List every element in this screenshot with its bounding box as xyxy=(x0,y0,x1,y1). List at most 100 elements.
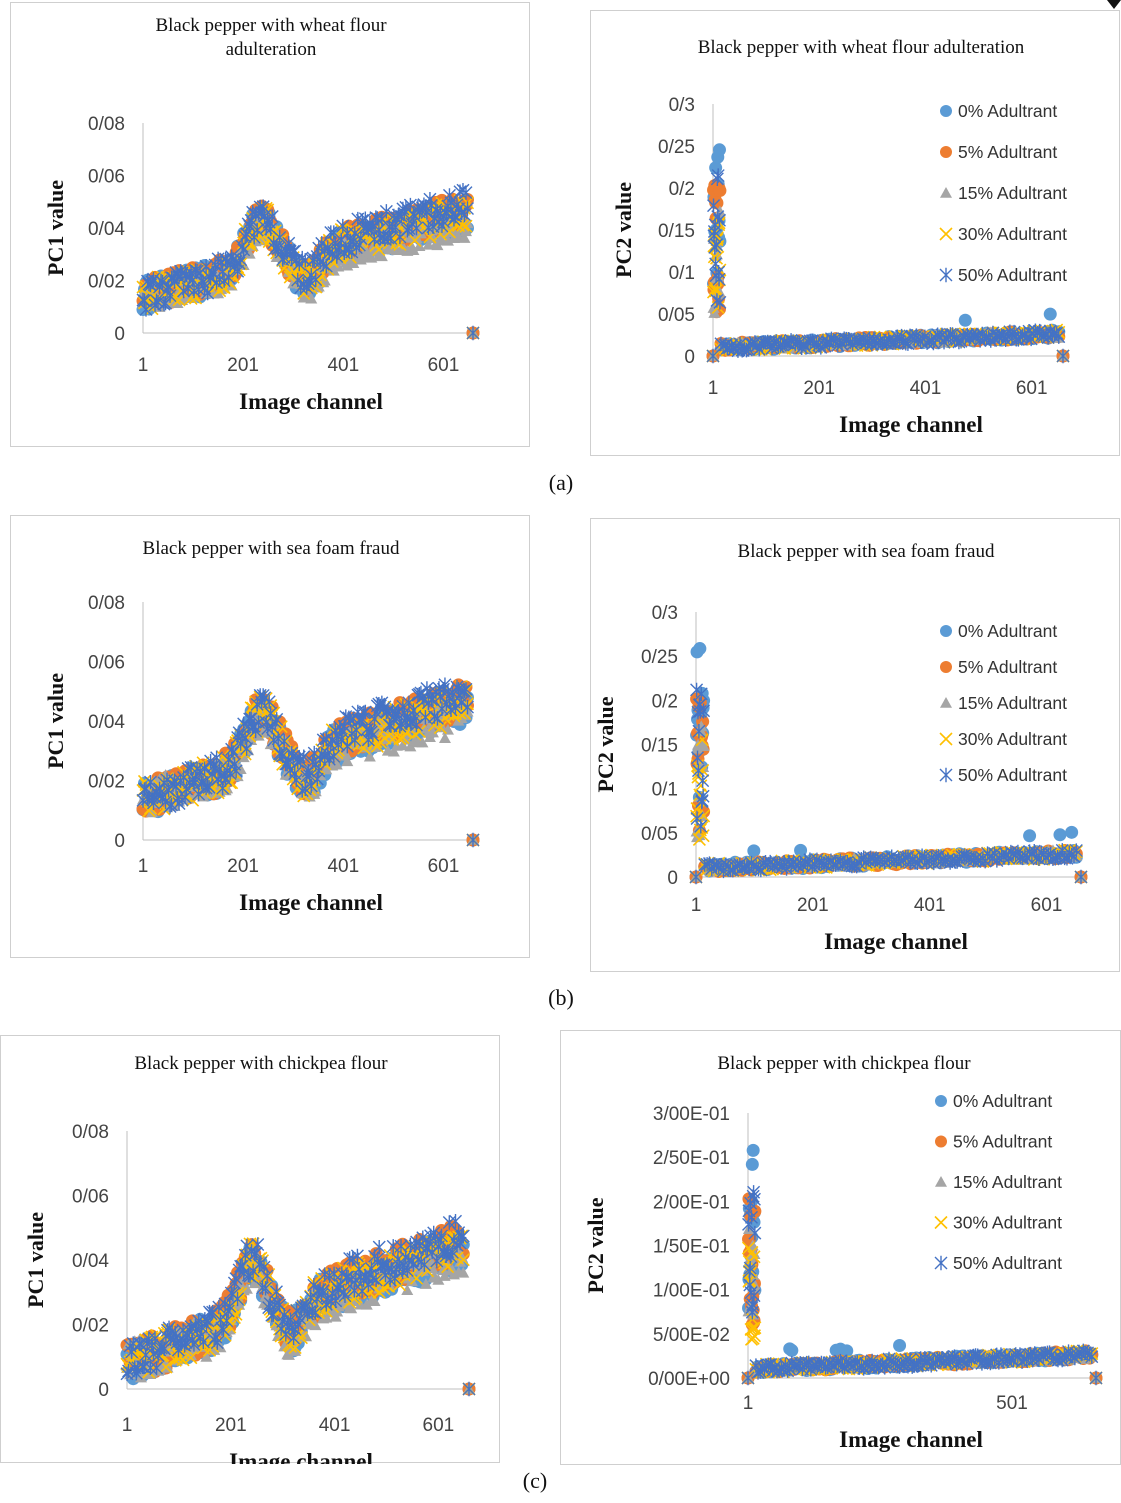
legend-entry: 15% Adultrant xyxy=(958,693,1067,713)
y-tick-label: 0/05 xyxy=(658,305,695,326)
data-point xyxy=(332,260,345,272)
chart-panel-a-pc1: Black pepper with wheat flour adulteratio… xyxy=(10,2,530,447)
data-point xyxy=(243,247,256,259)
x-axis-title: Image channel xyxy=(239,389,383,414)
x-tick-label: 1 xyxy=(138,355,149,376)
data-point xyxy=(1074,869,1088,885)
data-point xyxy=(178,789,192,805)
data-point xyxy=(229,763,243,779)
x-tick-label: 201 xyxy=(227,355,259,376)
x-tick-label: 1 xyxy=(708,378,719,399)
legend-marker xyxy=(940,661,952,673)
data-point xyxy=(234,763,247,775)
data-point xyxy=(457,706,472,720)
data-point xyxy=(456,1253,470,1267)
data-point xyxy=(390,236,404,250)
series-50-adultrant xyxy=(689,682,1088,885)
y-tick-label: 0/06 xyxy=(88,653,125,674)
legend-entry: 30% Adultrant xyxy=(958,729,1067,749)
data-point xyxy=(222,270,236,285)
y-axis-title: PC2 value xyxy=(593,696,618,792)
data-point xyxy=(409,220,423,236)
y-tick-label: 0 xyxy=(684,347,695,368)
data-point xyxy=(404,740,417,752)
data-point xyxy=(402,231,415,243)
data-point xyxy=(1043,307,1057,321)
data-point xyxy=(437,1264,450,1275)
data-point xyxy=(332,1300,345,1312)
x-tick-label: 1 xyxy=(691,895,702,916)
y-tick-label: 0/04 xyxy=(88,712,125,733)
legend-marker xyxy=(939,767,953,783)
data-point xyxy=(694,819,708,834)
y-tick-label: 0 xyxy=(114,831,125,852)
data-point xyxy=(273,230,287,245)
data-point xyxy=(407,244,420,255)
data-point xyxy=(312,763,326,779)
legend-marker xyxy=(940,625,952,637)
data-point xyxy=(305,292,318,304)
data-point xyxy=(210,750,224,765)
chart-title: Black pepper with sea foam fraud xyxy=(143,538,400,559)
data-point xyxy=(146,806,159,818)
data-point xyxy=(279,734,293,748)
data-point xyxy=(713,295,727,310)
data-point xyxy=(691,750,705,765)
legend-entry: 0% Adultrant xyxy=(958,621,1057,641)
data-point xyxy=(309,1319,322,1331)
caption-a: (a) xyxy=(548,470,574,495)
data-point xyxy=(409,717,423,733)
data-point xyxy=(297,291,310,303)
chart-panel-b-pc2: Black pepper with sea foam fraud 0 0/05 0/1… xyxy=(590,518,1120,972)
data-point xyxy=(254,234,267,246)
data-point xyxy=(223,1323,236,1335)
data-point xyxy=(147,271,161,287)
x-tick-label: 601 xyxy=(428,856,460,877)
y-tick-label: 0/25 xyxy=(658,137,695,158)
data-point xyxy=(403,197,417,213)
data-point xyxy=(689,869,703,885)
legend-entry: 0% Adultrant xyxy=(958,101,1057,121)
data-point xyxy=(712,272,726,287)
data-point xyxy=(231,264,245,279)
data-point xyxy=(345,1302,358,1314)
legend-entry: 50% Adultrant xyxy=(958,265,1067,285)
data-point xyxy=(330,758,343,770)
data-point xyxy=(709,251,724,265)
series-50-adultrant xyxy=(120,1214,476,1397)
data-point xyxy=(401,1284,414,1296)
data-point xyxy=(712,212,726,228)
y-tick-label: 0/15 xyxy=(658,221,695,242)
chart-title: Black pepper with wheat flour adulterati… xyxy=(698,37,1025,58)
data-point xyxy=(747,844,761,858)
chart-title: Black pepper with sea foam fraud xyxy=(738,541,995,562)
data-point xyxy=(309,272,323,287)
y-tick-label: 0/06 xyxy=(72,1187,109,1208)
y-axis-title: PC1 value xyxy=(43,180,68,276)
data-point xyxy=(184,1351,198,1365)
data-point xyxy=(454,695,468,710)
y-tick-label: 0/08 xyxy=(88,114,125,135)
data-point xyxy=(277,733,291,749)
data-point xyxy=(416,736,429,748)
chart-svg-b-pc1: Black pepper with sea foam fraud00/020/0… xyxy=(43,538,480,915)
data-point xyxy=(1023,829,1037,843)
legend-entry: 5% Adultrant xyxy=(958,657,1057,677)
legend-marker xyxy=(939,227,953,241)
series-50-adultrant xyxy=(136,182,480,341)
series-50-adultrant xyxy=(706,168,1070,364)
data-point xyxy=(438,1270,451,1281)
data-point xyxy=(709,161,723,175)
x-tick-label: 1 xyxy=(138,856,149,877)
data-point xyxy=(958,313,972,327)
data-point xyxy=(184,1349,197,1361)
data-point xyxy=(794,843,808,857)
y-tick-label: 0/08 xyxy=(88,593,125,614)
x-tick-label: 401 xyxy=(914,895,946,916)
y-tick-label: 0/25 xyxy=(641,647,678,668)
data-point xyxy=(297,749,311,764)
data-point xyxy=(238,730,252,745)
y-tick-label: 0/05 xyxy=(641,824,678,845)
data-point xyxy=(438,732,451,744)
y-tick-label: 0/04 xyxy=(72,1251,109,1272)
